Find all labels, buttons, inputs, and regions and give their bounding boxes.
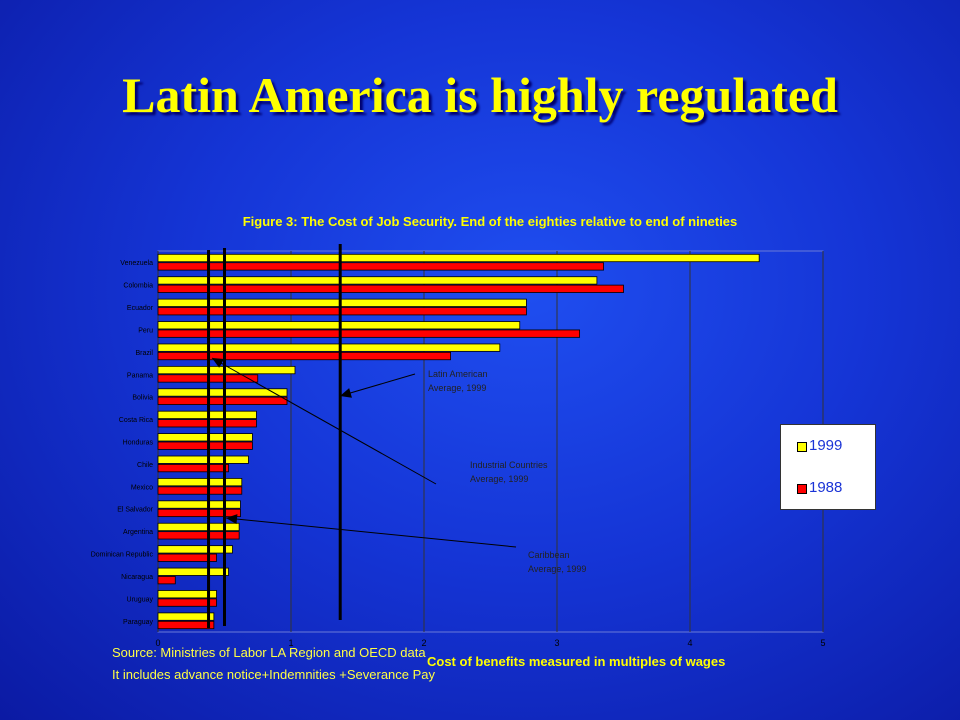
axis-labels: 0 1 2 3 4 5 Venezuela Colombia Ecuador Peru Brazil… bbox=[91, 260, 826, 648]
source-note-detail: It includes advance notice+Indemnities +… bbox=[112, 667, 436, 682]
legend-item-1999: 1999 bbox=[797, 437, 843, 454]
bar-dominican-republic-1988 bbox=[157, 553, 217, 562]
bar-nicaragua-1999 bbox=[157, 567, 229, 576]
bar-ecuador-1988 bbox=[157, 307, 527, 316]
legend-label-1988: 1988 bbox=[809, 479, 843, 496]
y-tick-label-bolivia: Bolivia bbox=[132, 395, 153, 402]
chart-title: Figure 3: The Cost of Job Security. End … bbox=[242, 214, 738, 229]
y-tick-label-paraguay: Paraguay bbox=[123, 619, 153, 626]
bar-argentina-1999 bbox=[157, 522, 240, 532]
y-tick-label-peru: Peru bbox=[138, 327, 153, 334]
x-tick-label-0: 0 bbox=[155, 638, 160, 648]
legend-swatch-1988 bbox=[797, 484, 807, 494]
bar-mexico-1988 bbox=[157, 486, 243, 495]
bar-bolivia-1988 bbox=[157, 396, 288, 405]
slide-title: Latin America is highly regulated bbox=[122, 67, 838, 123]
reference-lines bbox=[207, 244, 517, 628]
bar-argentina-1988 bbox=[157, 531, 240, 540]
annotation-leader-caribbean bbox=[225, 517, 517, 548]
bar-colombia-1988 bbox=[157, 284, 624, 293]
annotation-arrowhead-latin-american bbox=[340, 388, 352, 398]
y-tick-label-costa-rica: Costa Rica bbox=[119, 417, 153, 424]
x-tick-label-3: 3 bbox=[554, 638, 559, 648]
x-tick-label-2: 2 bbox=[421, 638, 426, 648]
y-tick-label-el-salvador: El Salvador bbox=[117, 507, 153, 514]
bar-venezuela-1988 bbox=[157, 262, 604, 271]
x-tick-label-5: 5 bbox=[820, 638, 825, 648]
y-tick-label-venezuela: Venezuela bbox=[120, 260, 153, 267]
bar-uruguay-1988 bbox=[157, 598, 217, 607]
y-tick-label-argentina: Argentina bbox=[123, 529, 153, 536]
bar-brazil-1988 bbox=[157, 351, 452, 361]
legend-swatch-1999 bbox=[797, 442, 807, 452]
annotation-industrial-countries-line1: Industrial Countries bbox=[470, 460, 548, 470]
source-note: Source: Ministries of Labor LA Region an… bbox=[112, 645, 426, 660]
bar-venezuela-1999 bbox=[157, 253, 760, 263]
bar-chile-1999 bbox=[157, 455, 249, 464]
bar-peru-1988 bbox=[157, 329, 581, 338]
annotation-latin-american-line2: Average, 1999 bbox=[428, 383, 486, 393]
annotation-latin-american-line1: Latin American bbox=[428, 369, 488, 379]
x-axis-label: Cost of benefits measured in multiples o… bbox=[427, 654, 726, 669]
y-tick-label-uruguay: Uruguay bbox=[127, 596, 154, 603]
legend: 1999 1988 bbox=[780, 424, 876, 510]
bar-brazil-1999 bbox=[157, 343, 501, 352]
annotation-leader-industrial-countries bbox=[211, 357, 437, 485]
bar-el-salvador-1988 bbox=[157, 508, 241, 518]
y-tick-label-nicaragua: Nicaragua bbox=[121, 574, 153, 581]
y-tick-label-dominican-republic: Dominican Republic bbox=[91, 552, 154, 559]
bar-honduras-1999 bbox=[157, 433, 253, 442]
y-tick-label-panama: Panama bbox=[127, 372, 153, 379]
bar-el-salvador-1999 bbox=[157, 500, 241, 509]
bar-mexico-1999 bbox=[157, 478, 243, 487]
bar-uruguay-1999 bbox=[157, 590, 217, 599]
y-tick-label-ecuador: Ecuador bbox=[127, 305, 154, 312]
annotation-arrowhead-industrial-countries bbox=[212, 358, 225, 368]
annotation-caribbean-line1: Caribbean bbox=[528, 550, 570, 560]
annotation-leader-latin-american bbox=[339, 373, 416, 397]
y-tick-label-chile: Chile bbox=[137, 462, 153, 469]
bar-paraguay-1999 bbox=[157, 612, 215, 621]
bar-paraguay-1988 bbox=[157, 620, 215, 630]
bar-honduras-1988 bbox=[157, 441, 253, 450]
y-tick-label-colombia: Colombia bbox=[123, 283, 153, 290]
bar-ecuador-1999 bbox=[157, 298, 527, 307]
y-tick-label-mexico: Mexico bbox=[131, 484, 153, 491]
annotation-industrial-countries-line2: Average, 1999 bbox=[470, 474, 528, 484]
legend-label-1999: 1999 bbox=[809, 437, 843, 454]
bars bbox=[157, 253, 760, 630]
bar-panama-1999 bbox=[157, 365, 296, 375]
y-tick-label-brazil: Brazil bbox=[135, 350, 153, 357]
x-tick-label-4: 4 bbox=[687, 638, 692, 648]
legend-item-1988: 1988 bbox=[797, 479, 843, 496]
bar-colombia-1999 bbox=[157, 276, 598, 285]
bar-bolivia-1999 bbox=[157, 388, 288, 397]
y-tick-label-honduras: Honduras bbox=[123, 440, 154, 447]
bar-dominican-republic-1999 bbox=[157, 545, 233, 554]
annotation-arrowhead-caribbean bbox=[226, 514, 238, 525]
bar-nicaragua-1988 bbox=[157, 576, 176, 585]
x-tick-label-1: 1 bbox=[288, 638, 293, 648]
bar-chile-1988 bbox=[157, 464, 229, 473]
annotation-caribbean-line2: Average, 1999 bbox=[528, 564, 586, 574]
